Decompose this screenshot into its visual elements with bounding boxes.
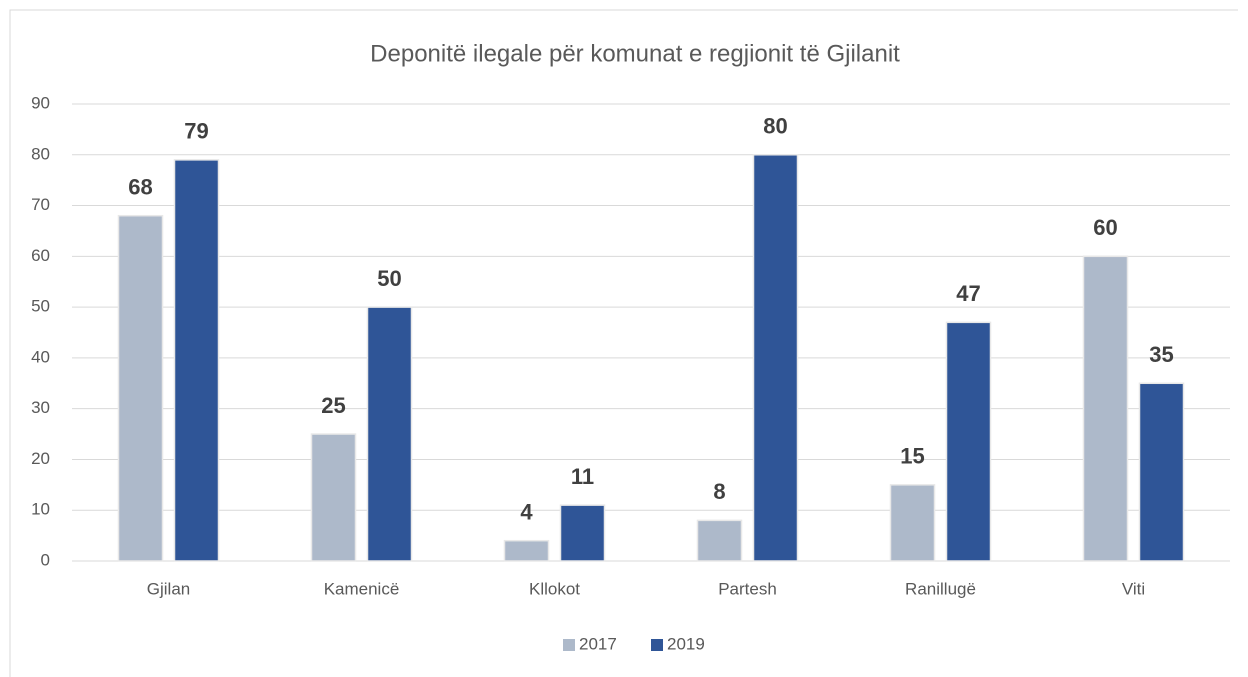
bar xyxy=(752,154,799,562)
y-tick-label: 0 xyxy=(41,550,50,569)
legend-label: 2017 xyxy=(579,634,617,653)
y-tick-label: 70 xyxy=(31,195,50,214)
y-tick-label: 40 xyxy=(31,347,50,366)
x-tick-label: Viti xyxy=(1122,579,1145,598)
data-label: 80 xyxy=(763,114,787,139)
legend-label: 2019 xyxy=(667,634,705,653)
bar xyxy=(310,433,357,562)
legend-swatch xyxy=(563,639,575,651)
y-tick-label: 30 xyxy=(31,398,50,417)
y-tick-label: 90 xyxy=(31,93,50,112)
bar xyxy=(559,504,606,562)
data-label: 50 xyxy=(377,266,401,291)
chart-border xyxy=(9,9,1238,677)
bar xyxy=(696,519,743,562)
y-tick-label: 20 xyxy=(31,449,50,468)
y-tick-label: 80 xyxy=(31,144,50,163)
legend-swatch xyxy=(651,639,663,651)
data-label: 8 xyxy=(713,479,725,504)
bar xyxy=(945,321,992,562)
data-label: 47 xyxy=(956,281,980,306)
y-tick-label: 60 xyxy=(31,246,50,265)
data-label: 68 xyxy=(128,175,152,200)
data-label: 79 xyxy=(184,119,208,144)
data-label: 4 xyxy=(520,500,533,525)
data-label: 15 xyxy=(900,444,924,469)
x-tick-label: Gjilan xyxy=(147,579,190,598)
x-tick-label: Partesh xyxy=(718,579,777,598)
y-tick-label: 10 xyxy=(31,500,50,519)
chart-title: Deponitë ilegale për komunat e regjionit… xyxy=(370,40,900,67)
x-tick-label: Kllokot xyxy=(529,579,580,598)
bar xyxy=(503,539,550,562)
data-label: 60 xyxy=(1093,215,1117,240)
bar xyxy=(1082,255,1129,562)
data-label: 25 xyxy=(321,393,345,418)
bar xyxy=(889,484,936,562)
data-label: 35 xyxy=(1149,342,1173,367)
bar xyxy=(173,159,220,562)
data-label: 11 xyxy=(571,464,594,489)
x-tick-label: Ranillugë xyxy=(905,579,976,598)
x-tick-label: Kamenicë xyxy=(324,579,400,598)
bar xyxy=(117,214,164,562)
bar xyxy=(1138,382,1185,562)
bar xyxy=(366,306,413,562)
y-tick-label: 50 xyxy=(31,297,50,316)
